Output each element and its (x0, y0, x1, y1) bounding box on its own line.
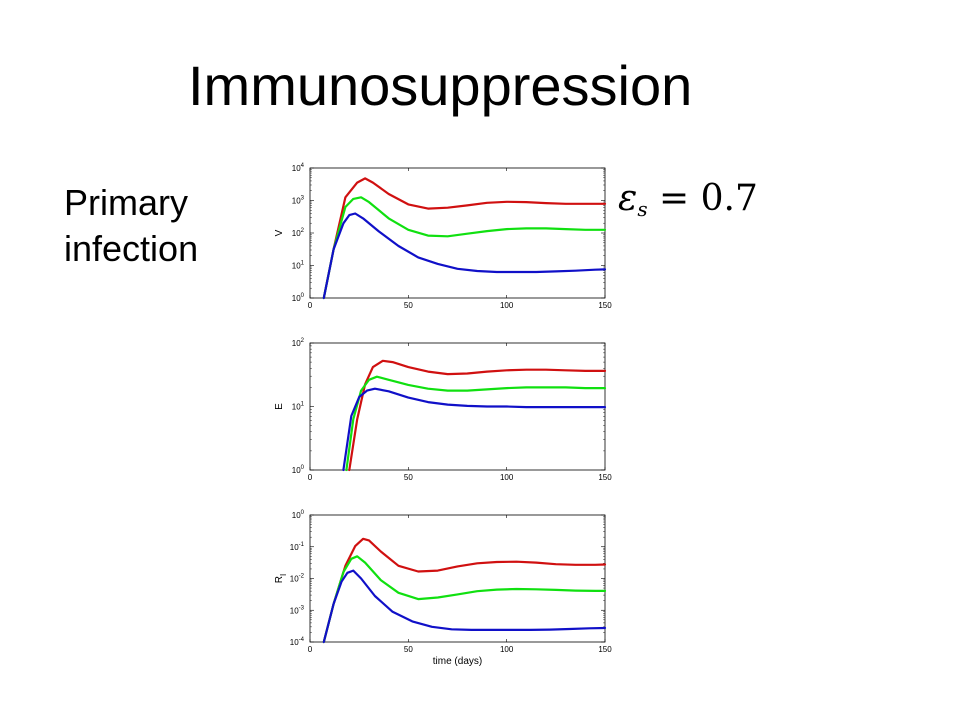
y-tick-base: 10 (292, 466, 301, 475)
y-tick-exponent: -2 (299, 574, 305, 580)
y-tick-base: 10 (292, 511, 301, 520)
condition-label: Primary infection (64, 180, 198, 272)
series-line-red (322, 537, 607, 644)
y-tick-exponent: 3 (301, 196, 305, 202)
y-tick-base: 10 (290, 543, 299, 552)
y-tick-exponent: -4 (299, 637, 305, 643)
y-tick-exponent: 0 (301, 293, 305, 299)
y-tick-base: 10 (292, 294, 301, 303)
y-axis-label-text: R (274, 576, 285, 583)
y-tick-exponent: 4 (301, 163, 305, 169)
y-tick-base: 10 (290, 606, 299, 615)
y-tick-label: 100 (292, 510, 305, 520)
y-tick-base: 10 (292, 262, 301, 271)
slide-title: Immunosuppression (188, 54, 693, 117)
condition-label-line-1: Primary (64, 182, 188, 223)
y-tick-label: 103 (292, 196, 305, 206)
y-tick-label: 100 (292, 293, 305, 303)
parameter-subscript: s (637, 197, 648, 221)
y-axis-label: V (274, 229, 285, 236)
x-tick-label: 100 (500, 645, 514, 654)
series-line-green (322, 196, 607, 300)
parameter-symbol: ε (618, 178, 638, 219)
y-tick-label: 104 (292, 163, 305, 173)
y-tick-exponent: 0 (301, 465, 305, 471)
series-line-green (345, 375, 607, 472)
series-line-blue (322, 569, 607, 644)
y-tick-label: 102 (292, 228, 305, 238)
y-tick-label: 100 (292, 465, 305, 475)
y-tick-base: 10 (292, 339, 301, 348)
y-tick-exponent: -1 (299, 542, 305, 548)
x-tick-label: 0 (308, 473, 313, 482)
x-tick-label: 150 (598, 645, 612, 654)
y-tick-base: 10 (290, 575, 299, 584)
y-tick-label: 102 (292, 338, 305, 348)
x-axis-label: time (days) (433, 656, 482, 667)
y-tick-base: 10 (292, 229, 301, 238)
y-tick-label: 101 (292, 402, 305, 412)
x-tick-label: 50 (404, 645, 413, 654)
series-line-blue (322, 212, 607, 300)
y-tick-exponent: 1 (301, 261, 305, 267)
y-tick-exponent: 2 (301, 338, 305, 344)
y-axis-label-text: E (274, 403, 285, 410)
x-tick-label: 150 (598, 473, 612, 482)
series-line-blue (342, 387, 607, 472)
y-tick-label: 10-1 (290, 542, 305, 552)
y-tick-label: 10-3 (290, 605, 305, 615)
series-line-red (348, 359, 607, 472)
x-tick-label: 100 (500, 301, 514, 310)
x-tick-label: 0 (308, 301, 313, 310)
series-line-red (322, 177, 607, 300)
y-tick-base: 10 (290, 638, 299, 647)
plot-frame (309, 514, 606, 643)
y-axis-label: RI (274, 574, 288, 583)
y-tick-base: 10 (292, 197, 301, 206)
y-tick-exponent: 1 (301, 402, 305, 408)
y-tick-label: 101 (292, 261, 305, 271)
parameter-equation: εs = 0.7 (618, 178, 758, 221)
y-tick-exponent: -3 (299, 605, 305, 611)
x-tick-label: 0 (308, 645, 313, 654)
x-tick-label: 150 (598, 301, 612, 310)
y-tick-exponent: 2 (301, 228, 305, 234)
y-axis-label-text: V (274, 229, 285, 236)
x-tick-label: 50 (404, 301, 413, 310)
parameter-value: = 0.7 (647, 178, 758, 219)
y-tick-label: 10-4 (290, 637, 305, 647)
y-tick-base: 10 (292, 164, 301, 173)
x-tick-label: 100 (500, 473, 514, 482)
y-axis-label: E (274, 403, 285, 410)
y-tick-exponent: 0 (301, 510, 305, 516)
y-axis-label-subscript: I (279, 574, 288, 576)
y-tick-base: 10 (292, 403, 301, 412)
series-line-green (322, 555, 607, 644)
y-tick-label: 10-2 (290, 574, 305, 584)
x-tick-label: 50 (404, 473, 413, 482)
condition-label-line-2: infection (64, 228, 199, 269)
